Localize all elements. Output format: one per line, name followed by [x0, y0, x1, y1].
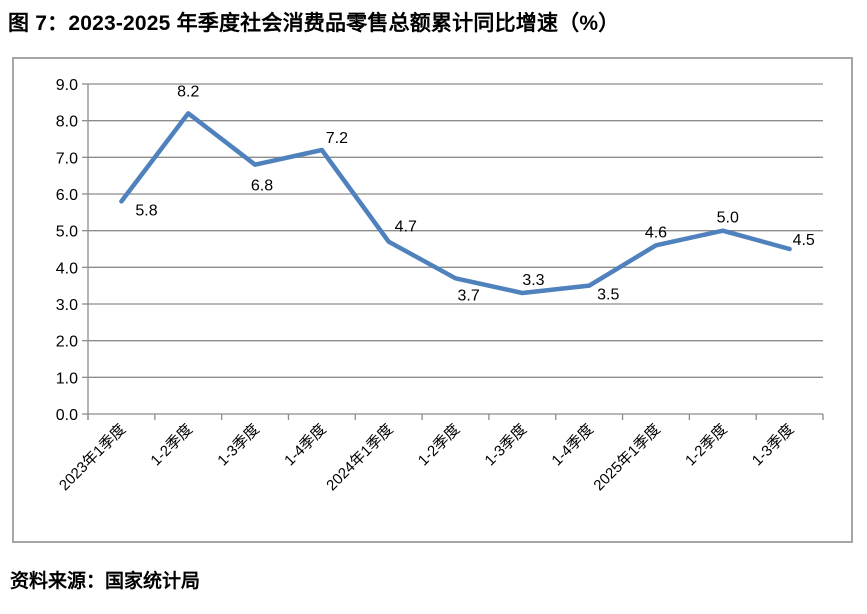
data-series-line [119, 111, 792, 296]
y-tick-label: 7.0 [56, 150, 78, 167]
figure-title: 图 7：2023-2025 年季度社会消费品零售总额累计同比增速（%） [8, 12, 620, 35]
y-tick-label: 3.0 [56, 297, 78, 314]
data-point-label: 8.2 [177, 83, 199, 100]
data-point-label: 4.7 [395, 219, 417, 236]
x-tick-label: 2023年1季度 [56, 421, 129, 494]
y-tick-label: 6.0 [56, 187, 78, 204]
x-tick-label: 1-3季度 [214, 421, 263, 470]
x-tick-label: 1-4季度 [281, 421, 330, 470]
data-point-label: 3.5 [597, 287, 619, 304]
data-point-label: 7.2 [326, 130, 348, 147]
data-point-label: 4.5 [793, 232, 815, 249]
x-tick-label: 1-2季度 [682, 421, 731, 470]
x-tick-label: 1-3季度 [482, 421, 531, 470]
data-point-label: 3.7 [458, 287, 480, 304]
x-tick-label: 2025年1季度 [590, 421, 663, 494]
y-tick-label: 2.0 [56, 334, 78, 351]
y-tick-label: 9.0 [56, 77, 78, 94]
x-tick-label: 1-2季度 [415, 421, 464, 470]
data-point-label: 4.6 [645, 224, 667, 241]
y-tick-label: 0.0 [56, 407, 78, 424]
source-note: 资料来源：国家统计局 [10, 571, 201, 592]
data-point-label: 6.8 [251, 178, 273, 195]
data-point-label: 3.3 [522, 272, 544, 289]
y-tick-label: 5.0 [56, 224, 78, 241]
x-tick-label: 2024年1季度 [323, 421, 396, 494]
data-point-label: 5.0 [717, 210, 739, 227]
y-tick-label: 4.0 [56, 260, 78, 277]
x-tick-label: 1-4季度 [548, 421, 597, 470]
x-tick-label: 1-3季度 [749, 421, 798, 470]
chart-frame: 0.0 1.0 2.0 3.0 4.0 5.0 6.0 7.0 8.0 9.0 5.8 8.2 6.8 7… [12, 57, 853, 543]
data-point-label: 5.8 [135, 202, 157, 219]
line-chart: 0.0 1.0 2.0 3.0 4.0 5.0 6.0 7.0 8.0 9.0 5.8 8.2 6.8 7… [56, 77, 824, 494]
x-tick-label: 1-2季度 [147, 421, 196, 470]
y-tick-label: 1.0 [56, 370, 78, 387]
y-tick-label: 8.0 [56, 114, 78, 131]
